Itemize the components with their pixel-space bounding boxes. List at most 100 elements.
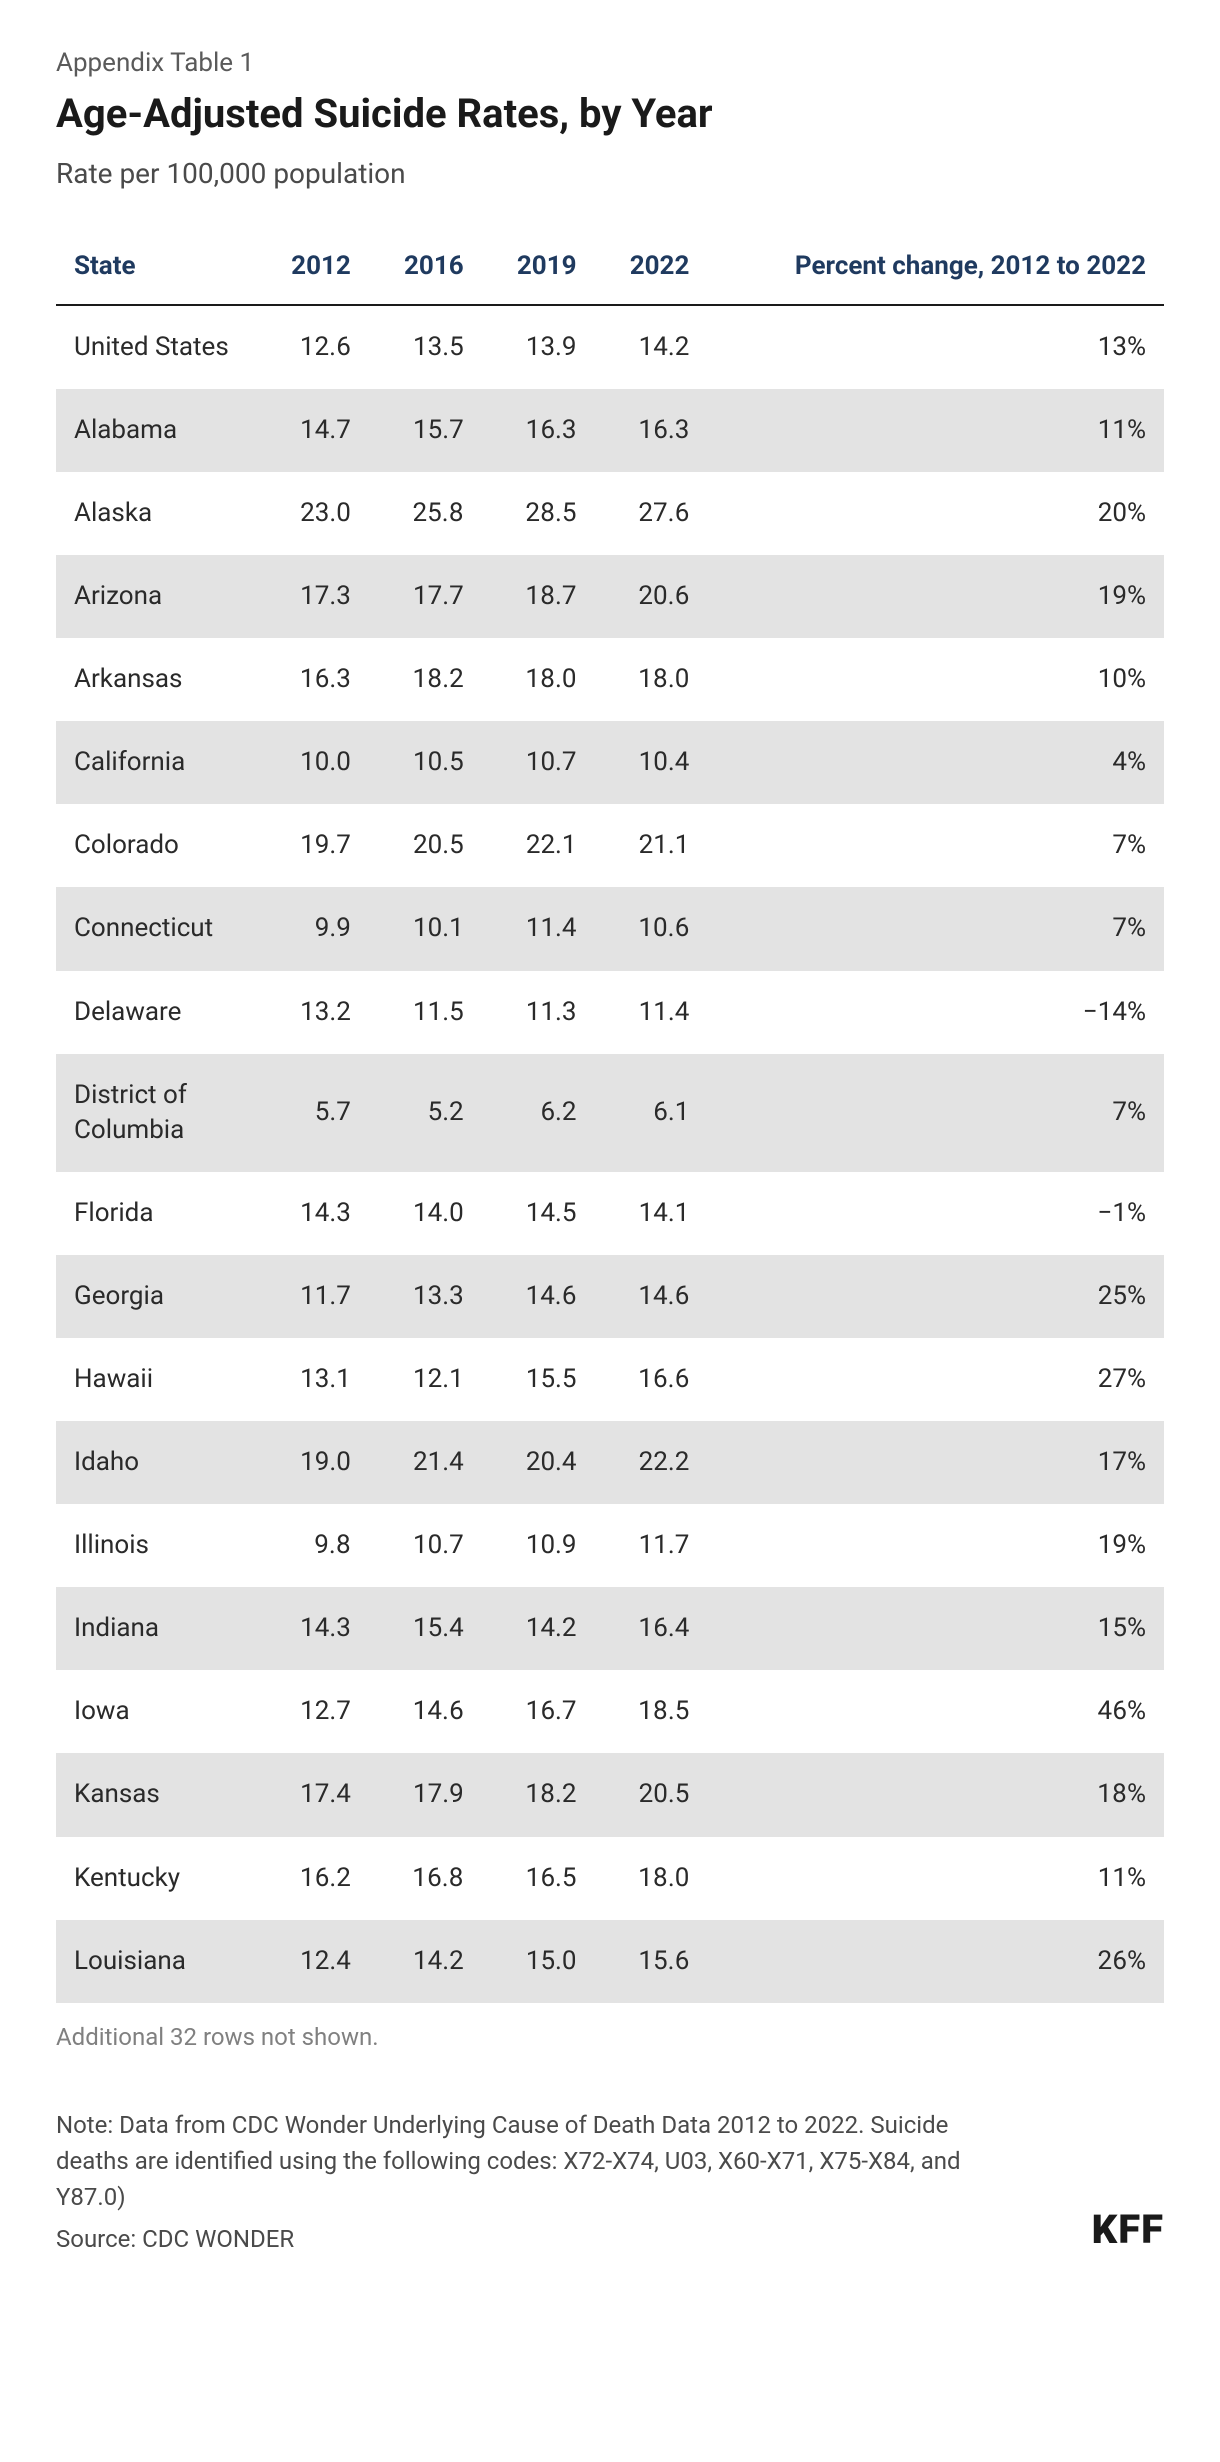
value-cell: 15.7 bbox=[369, 389, 482, 472]
table-row: Arizona17.317.718.720.619% bbox=[56, 555, 1164, 638]
col-header-pctchange: Percent change, 2012 to 2022 bbox=[707, 238, 1164, 305]
value-cell: 6.1 bbox=[595, 1054, 708, 1172]
value-cell: 14.6 bbox=[482, 1255, 595, 1338]
value-cell: 7% bbox=[707, 804, 1164, 887]
value-cell: 19.7 bbox=[256, 804, 369, 887]
value-cell: 14.2 bbox=[369, 1920, 482, 2003]
table-row: Illinois9.810.710.911.719% bbox=[56, 1504, 1164, 1587]
value-cell: 14.2 bbox=[482, 1587, 595, 1670]
value-cell: 13% bbox=[707, 305, 1164, 389]
data-table: State 2012 2016 2019 2022 Percent change… bbox=[56, 238, 1164, 2003]
state-cell: Alabama bbox=[56, 389, 256, 472]
supertitle: Appendix Table 1 bbox=[56, 48, 1164, 78]
value-cell: 11% bbox=[707, 389, 1164, 472]
state-cell: Alaska bbox=[56, 472, 256, 555]
value-cell: 25% bbox=[707, 1255, 1164, 1338]
value-cell: 14.1 bbox=[595, 1172, 708, 1255]
value-cell: 13.2 bbox=[256, 971, 369, 1054]
value-cell: 10.0 bbox=[256, 721, 369, 804]
value-cell: 16.5 bbox=[482, 1837, 595, 1920]
value-cell: 21.1 bbox=[595, 804, 708, 887]
value-cell: 17.3 bbox=[256, 555, 369, 638]
value-cell: 16.4 bbox=[595, 1587, 708, 1670]
state-cell: Florida bbox=[56, 1172, 256, 1255]
table-row: Idaho19.021.420.422.217% bbox=[56, 1421, 1164, 1504]
value-cell: 16.2 bbox=[256, 1837, 369, 1920]
value-cell: 20% bbox=[707, 472, 1164, 555]
table-row: Connecticut9.910.111.410.67% bbox=[56, 887, 1164, 970]
value-cell: 15.4 bbox=[369, 1587, 482, 1670]
value-cell: 14.3 bbox=[256, 1172, 369, 1255]
table-row: California10.010.510.710.44% bbox=[56, 721, 1164, 804]
state-cell: Colorado bbox=[56, 804, 256, 887]
footer: Note: Data from CDC Wonder Underlying Ca… bbox=[56, 2107, 1164, 2253]
value-cell: 27.6 bbox=[595, 472, 708, 555]
value-cell: 10.5 bbox=[369, 721, 482, 804]
table-row: Kansas17.417.918.220.518% bbox=[56, 1753, 1164, 1836]
table-row: Iowa12.714.616.718.546% bbox=[56, 1670, 1164, 1753]
value-cell: 16.3 bbox=[482, 389, 595, 472]
value-cell: 20.5 bbox=[595, 1753, 708, 1836]
value-cell: 16.7 bbox=[482, 1670, 595, 1753]
table-row: Kentucky16.216.816.518.011% bbox=[56, 1837, 1164, 1920]
table-row: Louisiana12.414.215.015.626% bbox=[56, 1920, 1164, 2003]
value-cell: −14% bbox=[707, 971, 1164, 1054]
value-cell: 5.2 bbox=[369, 1054, 482, 1172]
value-cell: 17.4 bbox=[256, 1753, 369, 1836]
value-cell: 19.0 bbox=[256, 1421, 369, 1504]
value-cell: 7% bbox=[707, 887, 1164, 970]
col-header-2012: 2012 bbox=[256, 238, 369, 305]
value-cell: 9.9 bbox=[256, 887, 369, 970]
value-cell: 14.5 bbox=[482, 1172, 595, 1255]
col-header-state: State bbox=[56, 238, 256, 305]
value-cell: 11.7 bbox=[595, 1504, 708, 1587]
table-header-row: State 2012 2016 2019 2022 Percent change… bbox=[56, 238, 1164, 305]
state-cell: Kentucky bbox=[56, 1837, 256, 1920]
table-row: Alaska23.025.828.527.620% bbox=[56, 472, 1164, 555]
table-row: District of Columbia5.75.26.26.17% bbox=[56, 1054, 1164, 1172]
overflow-note: Additional 32 rows not shown. bbox=[56, 2023, 1164, 2051]
table-row: Arkansas16.318.218.018.010% bbox=[56, 638, 1164, 721]
value-cell: 11.4 bbox=[595, 971, 708, 1054]
value-cell: 5.7 bbox=[256, 1054, 369, 1172]
value-cell: 18.2 bbox=[482, 1753, 595, 1836]
table-row: Georgia11.713.314.614.625% bbox=[56, 1255, 1164, 1338]
col-header-2019: 2019 bbox=[482, 238, 595, 305]
value-cell: 18% bbox=[707, 1753, 1164, 1836]
value-cell: 14.2 bbox=[595, 305, 708, 389]
value-cell: 15% bbox=[707, 1587, 1164, 1670]
state-cell: Illinois bbox=[56, 1504, 256, 1587]
kff-logo: KFF bbox=[1092, 2206, 1164, 2253]
value-cell: 6.2 bbox=[482, 1054, 595, 1172]
value-cell: 18.5 bbox=[595, 1670, 708, 1753]
value-cell: 9.8 bbox=[256, 1504, 369, 1587]
state-cell: Delaware bbox=[56, 971, 256, 1054]
value-cell: 22.2 bbox=[595, 1421, 708, 1504]
value-cell: 16.6 bbox=[595, 1338, 708, 1421]
state-cell: Iowa bbox=[56, 1670, 256, 1753]
value-cell: 16.8 bbox=[369, 1837, 482, 1920]
state-cell: Louisiana bbox=[56, 1920, 256, 2003]
state-cell: Arkansas bbox=[56, 638, 256, 721]
value-cell: 12.7 bbox=[256, 1670, 369, 1753]
value-cell: 27% bbox=[707, 1338, 1164, 1421]
value-cell: 10.1 bbox=[369, 887, 482, 970]
value-cell: 16.3 bbox=[595, 389, 708, 472]
value-cell: 14.7 bbox=[256, 389, 369, 472]
table-row: Colorado19.720.522.121.17% bbox=[56, 804, 1164, 887]
page-container: Appendix Table 1 Age-Adjusted Suicide Ra… bbox=[0, 0, 1220, 2301]
value-cell: 13.1 bbox=[256, 1338, 369, 1421]
value-cell: 10.9 bbox=[482, 1504, 595, 1587]
value-cell: 19% bbox=[707, 555, 1164, 638]
value-cell: 11.3 bbox=[482, 971, 595, 1054]
value-cell: 20.6 bbox=[595, 555, 708, 638]
value-cell: 20.4 bbox=[482, 1421, 595, 1504]
value-cell: 20.5 bbox=[369, 804, 482, 887]
value-cell: 11.7 bbox=[256, 1255, 369, 1338]
value-cell: 13.9 bbox=[482, 305, 595, 389]
value-cell: 10.7 bbox=[482, 721, 595, 804]
state-cell: Idaho bbox=[56, 1421, 256, 1504]
value-cell: 26% bbox=[707, 1920, 1164, 2003]
footer-note: Note: Data from CDC Wonder Underlying Ca… bbox=[56, 2107, 976, 2215]
state-cell: District of Columbia bbox=[56, 1054, 256, 1172]
